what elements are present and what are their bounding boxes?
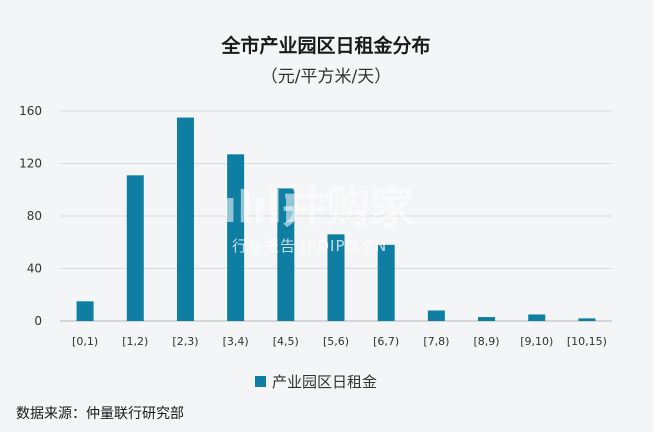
chart-title: 全市产业园区日租金分布 [220, 34, 430, 57]
x-category-labels: [0,1) [1,2) [2,3) [3,4) [4,5) [5,6) [6,7) [7,8)… [72, 335, 607, 348]
bar-7 [427, 310, 445, 321]
y-tick-label: 40 [27, 262, 42, 276]
x-category-label: [0,1) [72, 335, 98, 348]
x-category-label: [3,4) [223, 335, 249, 348]
bar-10 [578, 318, 596, 321]
x-category-label: [9,10) [520, 335, 553, 348]
bar-1 [126, 175, 144, 321]
x-category-label: [6,7) [373, 335, 399, 348]
x-category-label: [1,2) [122, 335, 148, 348]
legend-label: 产业园区日租金 [272, 373, 377, 391]
y-tick-labels: 0 40 80 120 160 [19, 104, 42, 328]
bar-5 [327, 234, 345, 321]
y-gridlines [60, 110, 612, 322]
watermark-logo-text: 并购家 [282, 182, 414, 233]
watermark-tagline: 行业报告 IPOIPO.CN [232, 237, 387, 255]
x-category-label: [10,15) [567, 335, 607, 348]
bar-0 [76, 301, 94, 321]
watermark: ılılı 并购家 行业报告 IPOIPO.CN [222, 182, 414, 255]
x-category-label: [7,8) [423, 335, 449, 348]
legend-swatch [255, 376, 266, 387]
bar-3 [227, 154, 245, 321]
y-tick-label: 0 [34, 314, 42, 328]
y-tick-label: 160 [19, 104, 42, 118]
x-category-label: [5,6) [323, 335, 349, 348]
bar-4 [277, 188, 295, 321]
x-category-label: [2,3) [172, 335, 198, 348]
bar-8 [478, 317, 496, 321]
y-tick-label: 120 [19, 157, 42, 171]
bar-series [76, 117, 596, 321]
bar-9 [528, 314, 546, 321]
x-category-label: [4,5) [273, 335, 299, 348]
source-note: 数据来源：仲量联行研究部 [16, 406, 184, 422]
chart-subtitle: （元/平方米/天） [261, 67, 391, 87]
y-tick-label: 80 [27, 209, 42, 223]
legend: 产业园区日租金 [255, 373, 377, 391]
bar-6 [377, 244, 395, 321]
bar-2 [176, 117, 194, 321]
x-category-label: [8,9) [474, 335, 500, 348]
watermark-logo: ılılı [222, 182, 297, 233]
